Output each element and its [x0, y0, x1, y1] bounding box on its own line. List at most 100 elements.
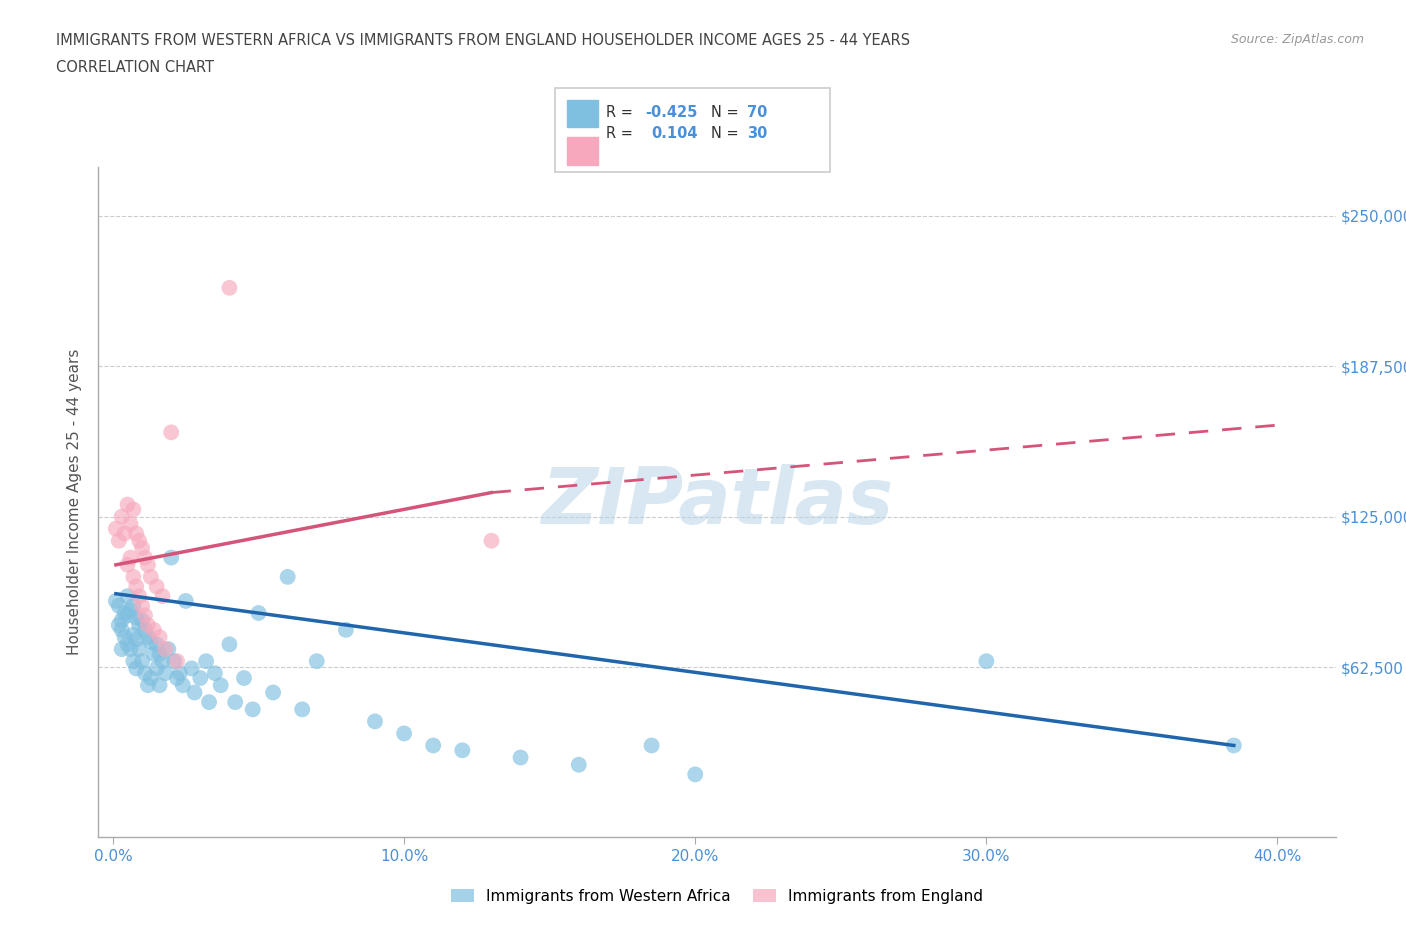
- Point: [188, 671, 211, 685]
- Point: [104, 593, 127, 608]
- Point: [152, 589, 174, 604]
- Point: [117, 557, 139, 572]
- Point: [107, 618, 129, 632]
- Point: [160, 425, 183, 440]
- Point: [120, 516, 142, 531]
- Point: [128, 642, 150, 657]
- Point: [305, 654, 328, 669]
- Point: [114, 605, 136, 620]
- Point: [117, 589, 139, 604]
- Point: [163, 654, 186, 669]
- Point: [166, 654, 188, 669]
- Point: [568, 757, 591, 772]
- Point: [422, 738, 444, 753]
- Point: [291, 702, 314, 717]
- Point: [247, 605, 270, 620]
- Point: [481, 533, 503, 548]
- Point: [169, 666, 191, 681]
- Point: [174, 593, 197, 608]
- Point: [166, 671, 188, 685]
- Text: -0.425: -0.425: [645, 105, 697, 120]
- Point: [204, 666, 226, 681]
- Point: [131, 598, 153, 613]
- Point: [233, 671, 256, 685]
- Point: [183, 685, 205, 700]
- Point: [160, 551, 183, 565]
- Point: [218, 280, 240, 295]
- Point: [128, 618, 150, 632]
- Point: [117, 498, 139, 512]
- Point: [111, 622, 134, 637]
- Point: [136, 630, 159, 644]
- Point: [148, 630, 170, 644]
- Point: [262, 685, 284, 700]
- Text: IMMIGRANTS FROM WESTERN AFRICA VS IMMIGRANTS FROM ENGLAND HOUSEHOLDER INCOME AGE: IMMIGRANTS FROM WESTERN AFRICA VS IMMIGR…: [56, 33, 910, 47]
- Point: [125, 579, 148, 594]
- Point: [195, 654, 218, 669]
- Point: [224, 695, 246, 710]
- Point: [122, 627, 145, 642]
- Point: [277, 569, 299, 584]
- Point: [139, 634, 162, 649]
- Point: [136, 618, 159, 632]
- Point: [131, 613, 153, 628]
- Point: [157, 642, 180, 657]
- Point: [114, 526, 136, 541]
- Point: [364, 714, 387, 729]
- Text: 70: 70: [747, 105, 766, 120]
- Point: [145, 579, 167, 594]
- Point: [122, 598, 145, 613]
- Point: [148, 646, 170, 661]
- Point: [125, 632, 148, 647]
- Point: [131, 540, 153, 555]
- Text: 30: 30: [747, 126, 766, 140]
- Point: [117, 608, 139, 623]
- Point: [172, 678, 194, 693]
- Point: [180, 661, 202, 676]
- Point: [134, 551, 156, 565]
- Point: [1223, 738, 1246, 753]
- Point: [122, 569, 145, 584]
- Point: [107, 598, 129, 613]
- Point: [509, 751, 531, 765]
- Point: [198, 695, 221, 710]
- Point: [111, 510, 134, 525]
- Point: [155, 642, 177, 657]
- Point: [111, 642, 134, 657]
- Point: [128, 589, 150, 604]
- Point: [120, 642, 142, 657]
- Point: [640, 738, 662, 753]
- Text: N =: N =: [711, 105, 744, 120]
- Point: [128, 533, 150, 548]
- Point: [145, 637, 167, 652]
- Point: [139, 569, 162, 584]
- Point: [145, 661, 167, 676]
- Point: [335, 622, 357, 637]
- Point: [148, 678, 170, 693]
- Point: [139, 671, 162, 685]
- Point: [114, 630, 136, 644]
- Text: R =: R =: [606, 105, 637, 120]
- Point: [120, 604, 142, 618]
- Text: Source: ZipAtlas.com: Source: ZipAtlas.com: [1230, 33, 1364, 46]
- Point: [209, 678, 232, 693]
- Point: [392, 726, 415, 741]
- Text: ZIPatlas: ZIPatlas: [541, 464, 893, 540]
- Point: [117, 637, 139, 652]
- Point: [104, 521, 127, 536]
- Y-axis label: Householder Income Ages 25 - 44 years: Householder Income Ages 25 - 44 years: [67, 349, 83, 656]
- Point: [683, 767, 706, 782]
- Legend: Immigrants from Western Africa, Immigrants from England: Immigrants from Western Africa, Immigran…: [444, 883, 990, 910]
- Point: [218, 637, 240, 652]
- Point: [142, 646, 165, 661]
- Point: [134, 666, 156, 681]
- Point: [155, 666, 177, 681]
- Point: [111, 613, 134, 628]
- Point: [134, 622, 156, 637]
- Point: [125, 610, 148, 625]
- Point: [136, 678, 159, 693]
- Point: [976, 654, 998, 669]
- Point: [136, 557, 159, 572]
- Point: [142, 622, 165, 637]
- Point: [120, 551, 142, 565]
